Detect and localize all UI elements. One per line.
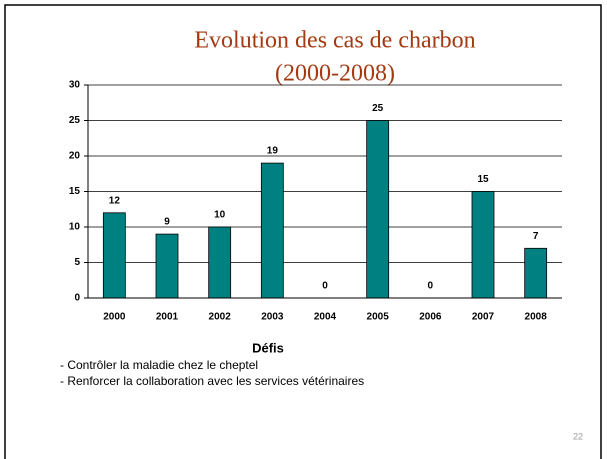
- data-label: 19: [267, 146, 279, 157]
- notes-heading: Défis: [252, 340, 284, 355]
- y-tick-label: 15: [69, 186, 81, 197]
- data-label: 15: [477, 174, 489, 185]
- chart-title: Evolution des cas de charbon: [194, 28, 475, 54]
- x-tick-label: 2005: [367, 312, 390, 323]
- y-tick-label: 25: [69, 115, 81, 126]
- x-tick-label: 2006: [419, 312, 442, 323]
- data-label: 12: [109, 195, 121, 206]
- data-label: 7: [533, 231, 539, 242]
- x-tick-label: 2001: [156, 312, 179, 323]
- data-label: 9: [164, 217, 170, 228]
- chart-subtitle: (2000-2008): [275, 61, 395, 87]
- x-tick-label: 2003: [261, 312, 284, 323]
- bar: [102, 212, 126, 299]
- data-label: 10: [214, 210, 226, 221]
- data-label: 0: [322, 281, 328, 292]
- bar: [471, 191, 495, 299]
- bar: [260, 162, 284, 299]
- x-tick-label: 2007: [472, 312, 495, 323]
- data-label: 25: [372, 103, 384, 114]
- bar: [366, 120, 390, 299]
- x-tick-label: 2002: [209, 312, 232, 323]
- y-tick-label: 0: [74, 293, 80, 304]
- bar: [524, 247, 548, 299]
- x-tick-label: 2004: [314, 312, 337, 323]
- page-number: 22: [573, 431, 583, 441]
- x-tick-label: 2008: [525, 312, 548, 323]
- bar: [208, 226, 232, 299]
- y-tick-label: 10: [69, 222, 81, 233]
- y-tick-label: 20: [69, 151, 81, 162]
- note-item: - Renforcer la collaboration avec les se…: [60, 374, 364, 388]
- y-tick-label: 5: [74, 257, 80, 268]
- y-tick-label: 30: [69, 80, 81, 91]
- note-item: - Contrôler la maladie chez le cheptel: [60, 358, 258, 372]
- data-label: 0: [428, 281, 434, 292]
- bar: [155, 233, 179, 299]
- x-tick-label: 2000: [103, 312, 126, 323]
